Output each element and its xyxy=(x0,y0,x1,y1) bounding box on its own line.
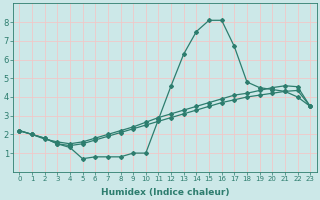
X-axis label: Humidex (Indice chaleur): Humidex (Indice chaleur) xyxy=(100,188,229,197)
